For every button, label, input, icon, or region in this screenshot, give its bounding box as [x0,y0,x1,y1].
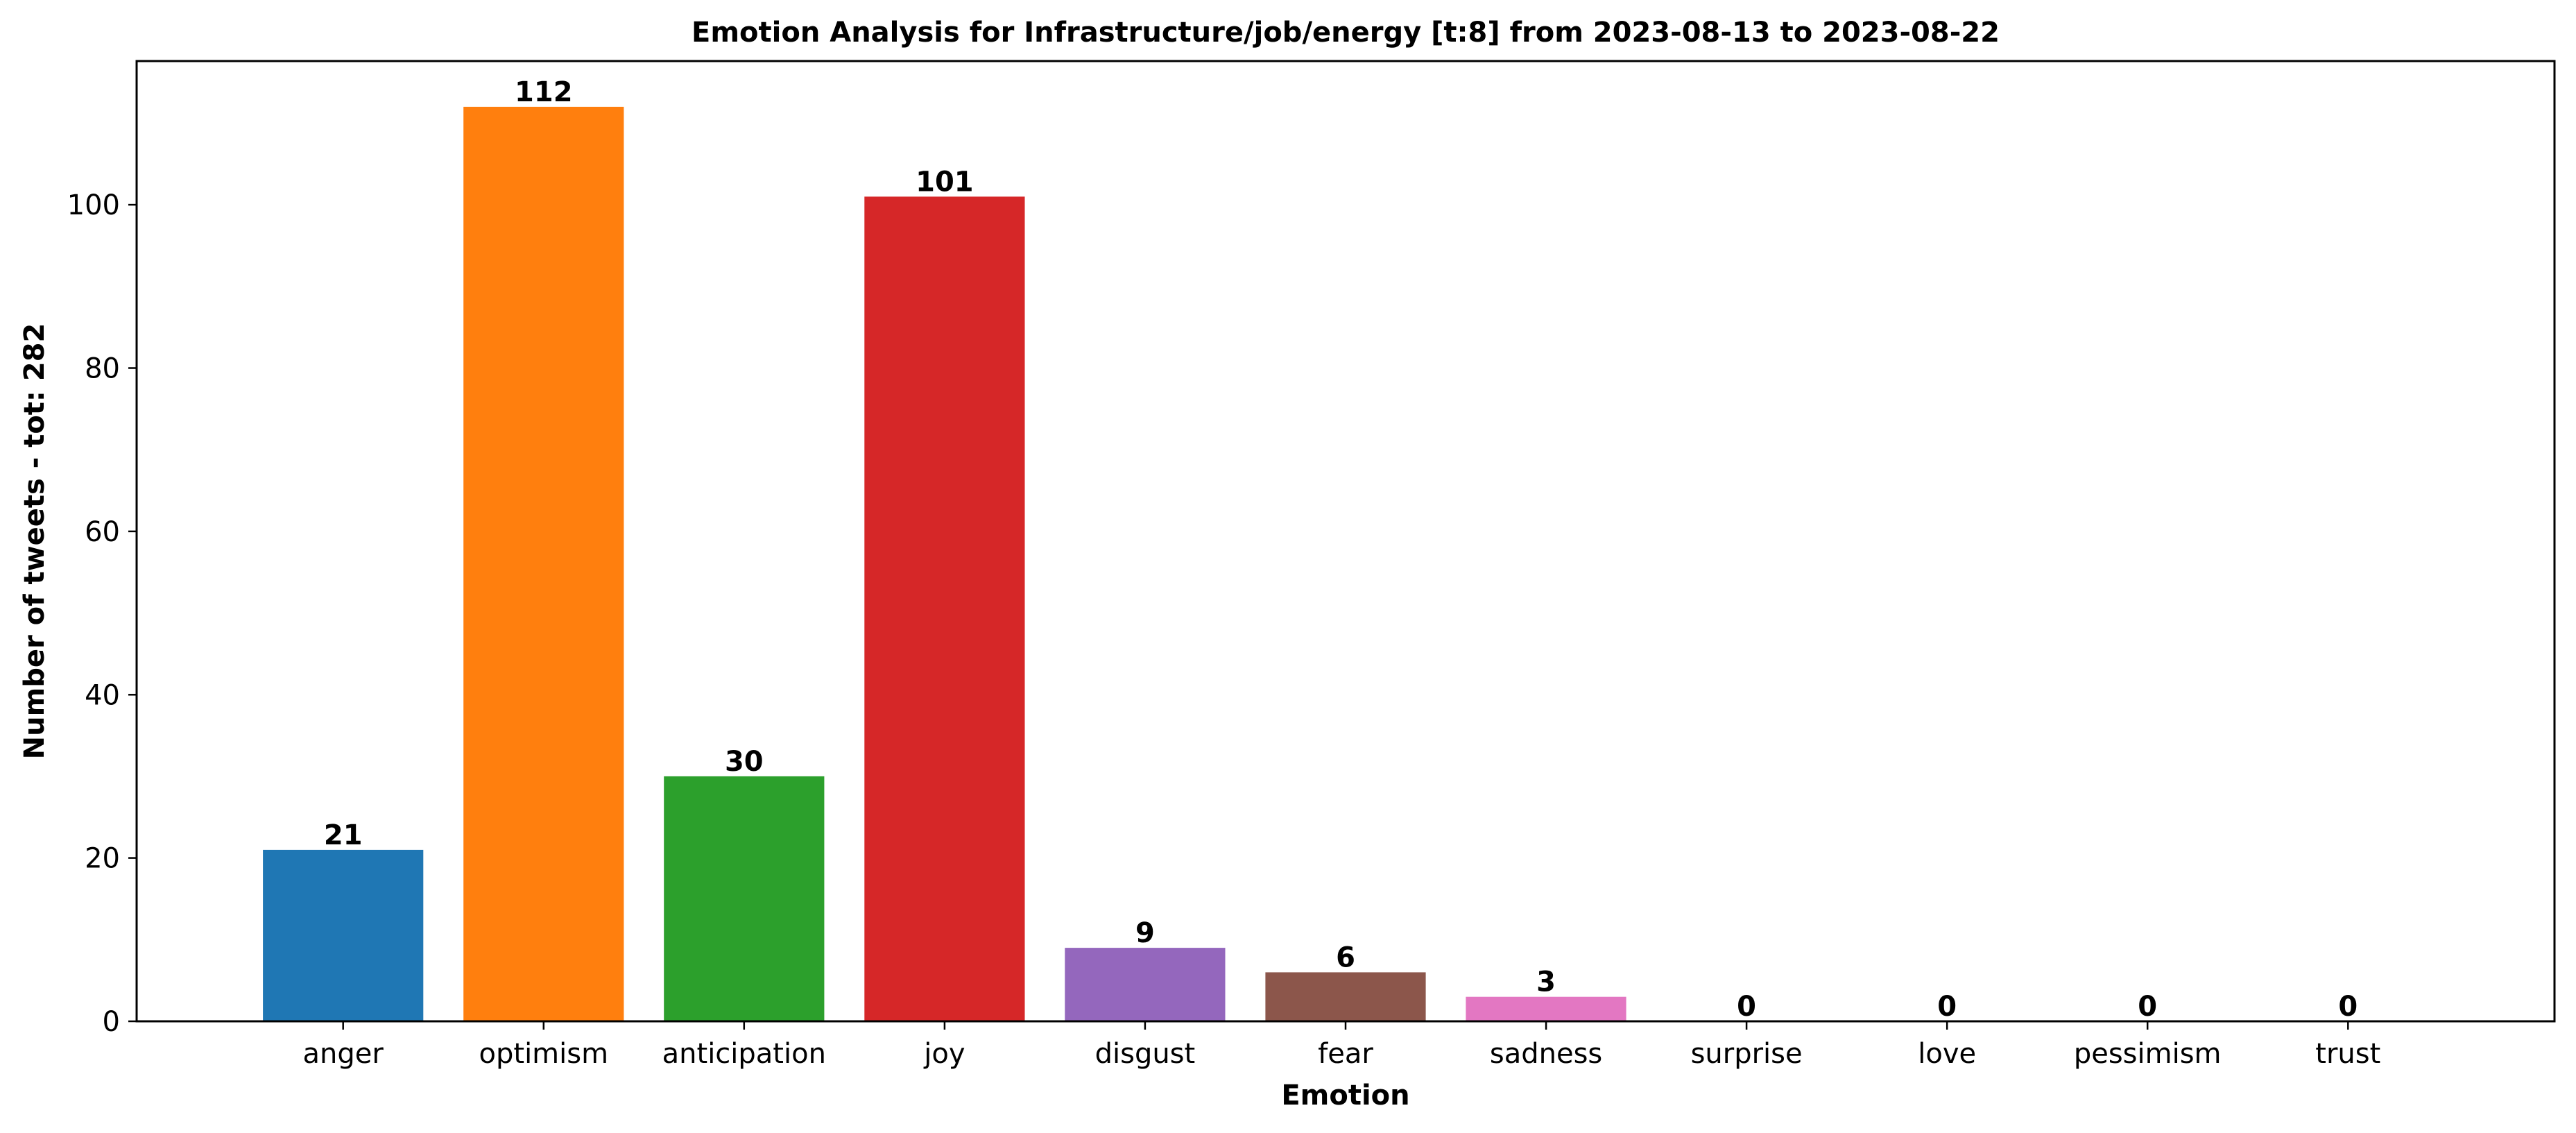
value-label-anticipation: 30 [725,746,764,778]
bar-anger [263,849,424,1021]
x-tick-label-optimism: optimism [479,1038,609,1070]
y-tick-label-100: 100 [67,189,120,221]
bar-sadness [1466,996,1626,1021]
x-axis-label: Emotion [1281,1080,1409,1111]
bar-fear [1265,972,1426,1021]
bar-joy [864,196,1025,1021]
x-tick-label-joy: joy [923,1038,965,1070]
y-tick-label-80: 80 [85,353,120,385]
value-label-joy: 101 [916,166,974,198]
x-tick-label-fear: fear [1318,1038,1373,1070]
x-tick-label-love: love [1918,1038,1976,1070]
y-tick-label-60: 60 [85,516,120,548]
y-tick-label-40: 40 [85,679,120,711]
x-tick-label-trust: trust [2315,1038,2380,1070]
bars-layer [263,106,1626,1021]
chart-title: Emotion Analysis for Infrastructure/job/… [692,17,2000,49]
y-axis: 0 20 40 60 80 100 [67,189,137,1038]
x-tick-label-disgust: disgust [1095,1038,1196,1070]
value-label-pessimism: 0 [2138,991,2157,1023]
x-tick-label-sadness: sadness [1490,1038,1602,1070]
y-axis-label: Number of tweets - tot: 282 [19,323,51,760]
x-tick-label-surprise: surprise [1691,1038,1803,1070]
value-label-optimism: 112 [515,76,573,108]
value-label-fear: 6 [1336,942,1355,973]
value-label-trust: 0 [2338,991,2358,1023]
bar-optimism [463,106,624,1021]
y-tick-label-0: 0 [103,1006,120,1038]
bar-anticipation [664,776,825,1021]
value-label-surprise: 0 [1737,991,1756,1023]
value-label-anger: 21 [324,819,363,851]
x-tick-label-anger: anger [303,1038,384,1070]
value-label-sadness: 3 [1536,966,1556,998]
bar-disgust [1065,948,1226,1021]
y-tick-label-20: 20 [85,843,120,875]
x-axis: anger optimism anticipation joy disgust fear s… [303,1021,2380,1070]
plot-frame [135,60,2556,1023]
value-label-disgust: 9 [1135,917,1155,949]
x-tick-label-anticipation: anticipation [662,1038,826,1070]
value-label-love: 0 [1937,991,1957,1023]
x-tick-label-pessimism: pessimism [2074,1038,2222,1070]
